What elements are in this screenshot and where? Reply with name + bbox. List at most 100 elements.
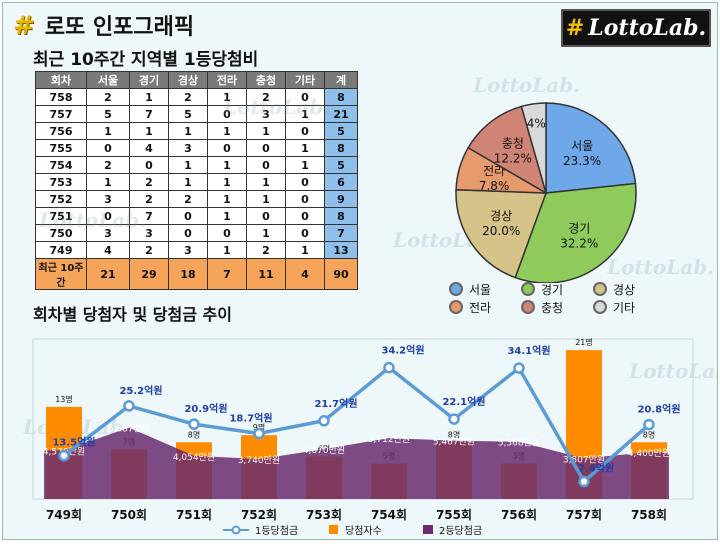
pie-label: 서울 23.3% (563, 139, 601, 168)
table-cell: 0 (246, 156, 286, 174)
legend-dot-icon (521, 282, 535, 296)
line-first-prize (62, 365, 651, 485)
line-point (188, 418, 200, 430)
table-cell: 750 (35, 224, 87, 242)
table-row: 749 4 2 3 1 2 1 13 (35, 241, 358, 259)
logo-hash-icon: # (565, 15, 585, 41)
pie-legend: 서울 경기 경상전라 충청 기타 (449, 281, 679, 317)
hash-icon: # (13, 11, 35, 41)
pie-legend-item: 기타 (593, 299, 665, 317)
table-cell: 3 (246, 105, 286, 123)
table-cell: 752 (35, 190, 87, 208)
table-row: 753 1 2 1 1 1 0 6 (35, 173, 358, 191)
area-label: 6,687만원 (108, 424, 150, 435)
legend-label: 1등당첨금 (255, 525, 298, 537)
table-cell: 4 (86, 241, 130, 259)
table-total-cell: 21 (86, 258, 130, 290)
pie-legend-label: 서울 (469, 283, 492, 297)
table-cell: 1 (285, 156, 325, 174)
line-point (123, 400, 135, 412)
table-cell: 3 (168, 241, 208, 259)
pie-slice-충청 (467, 105, 548, 195)
pie-label: 충청 12.2% (494, 136, 532, 165)
legend-dot-icon (521, 300, 535, 314)
bar-label: 9명 (253, 422, 265, 432)
line-label: 21.7억원 (314, 397, 357, 410)
table-total-cell: 4 (285, 258, 325, 290)
table-cell: 1 (285, 139, 325, 157)
table-cell: 0 (285, 207, 325, 225)
area-second-prize (44, 427, 669, 499)
draw-trend-chart: 13명7명8명9명6명5명8명5명21명8명4,570만원6,687만원4,05… (32, 337, 694, 537)
legend-label: 2등당첨금 (439, 525, 482, 537)
table-cell: 753 (35, 173, 87, 191)
table-total-cell: 18 (168, 258, 208, 290)
table-cell: 5 (324, 122, 358, 140)
table-cell: 3 (129, 224, 169, 242)
pie-legend-item: 전라 (449, 299, 521, 317)
line-point (58, 449, 70, 462)
table-cell: 1 (207, 122, 247, 140)
area-label: 5,368만원 (498, 438, 540, 449)
area-label: 4,670만원 (303, 445, 345, 456)
table-cell: 1 (168, 156, 208, 174)
table-cell: 0 (207, 139, 247, 157)
table-cell: 2 (168, 88, 208, 106)
bar-label: 21명 (575, 337, 593, 347)
table-header-cell: 경기 (129, 71, 169, 89)
table-row: 751 0 7 0 1 0 0 8 (35, 207, 358, 225)
page-title-text: 로또 인포그래픽 (44, 15, 195, 40)
table-row: 752 3 2 2 1 1 0 9 (35, 190, 358, 208)
pie-legend-label: 경상 (613, 283, 636, 297)
region-pie-chart: 서울 23.3% 경기 32.2% 경상 20.0% 전라 7.8%충청 12.2% 4% (455, 102, 637, 283)
table-cell: 756 (35, 122, 87, 140)
table-cell: 1 (129, 88, 169, 106)
line-label: 13.5억원 (52, 436, 95, 449)
table-cell: 1 (246, 224, 286, 242)
pie-legend-item: 경상 (593, 281, 665, 299)
table-total-cell: 29 (129, 258, 169, 290)
x-tick-label: 756회 (501, 507, 537, 522)
table-cell: 1 (207, 190, 247, 208)
bar-label: 8명 (188, 429, 200, 439)
table-cell: 1 (129, 122, 169, 140)
table-cell: 1 (246, 173, 286, 191)
line-point (513, 362, 525, 374)
table-cell: 2 (129, 173, 169, 191)
table-subtitle: 최근 10주간 지역별 1등당첨비 (33, 50, 259, 70)
table-cell: 0 (246, 139, 286, 157)
pie-legend-item: 경기 (521, 281, 593, 299)
line-point (383, 361, 395, 374)
line-label: 18.7억원 (229, 412, 272, 425)
table-row: 754 2 0 1 1 0 1 5 (35, 156, 358, 174)
table-row: 756 1 1 1 1 1 0 5 (35, 122, 358, 140)
table-cell: 1 (207, 88, 247, 106)
table-header-cell: 기타 (285, 71, 325, 89)
bar-label: 6명 (318, 443, 330, 453)
table-cell: 1 (168, 122, 208, 140)
table-cell: 8 (324, 88, 358, 106)
table-cell: 0 (285, 224, 325, 242)
x-tick-label: 751회 (176, 507, 212, 522)
table-cell: 21 (324, 105, 358, 123)
table-total-cell: 11 (246, 258, 286, 290)
area-label: 5,712만원 (368, 434, 410, 445)
table-cell: 0 (168, 224, 208, 242)
x-tick-label: 750회 (111, 507, 147, 522)
lottolab-logo: # LottoLab. (561, 9, 711, 47)
line-label: 25.2억원 (119, 384, 162, 397)
line-label: 34.2억원 (381, 344, 424, 357)
table-cell: 2 (86, 88, 130, 106)
table-total-cell: 최근 10주간 (35, 258, 87, 290)
table-cell: 754 (35, 156, 87, 174)
table-cell: 0 (86, 139, 130, 157)
table-cell: 13 (324, 241, 358, 259)
pie-legend-item: 서울 (449, 281, 521, 299)
table-cell: 751 (35, 207, 87, 225)
table-cell: 749 (35, 241, 87, 259)
x-tick-label: 755회 (436, 507, 472, 522)
table-cell: 6 (324, 173, 358, 191)
table-header-cell: 경상 (168, 71, 208, 89)
table-cell: 2 (246, 241, 286, 259)
